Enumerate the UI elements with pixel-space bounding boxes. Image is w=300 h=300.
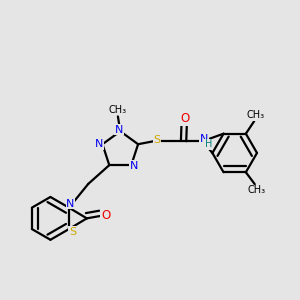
Text: CH₃: CH₃ bbox=[247, 185, 265, 195]
Text: CH₃: CH₃ bbox=[109, 105, 127, 115]
Text: CH₃: CH₃ bbox=[247, 110, 265, 120]
Text: N: N bbox=[115, 125, 123, 135]
Text: O: O bbox=[181, 112, 190, 125]
Text: N: N bbox=[95, 139, 104, 149]
Text: N: N bbox=[200, 134, 208, 144]
Text: S: S bbox=[154, 135, 161, 145]
Text: N: N bbox=[66, 199, 75, 209]
Text: N: N bbox=[130, 161, 138, 171]
Text: H: H bbox=[205, 139, 212, 149]
Text: S: S bbox=[69, 227, 76, 237]
Text: O: O bbox=[101, 209, 110, 223]
